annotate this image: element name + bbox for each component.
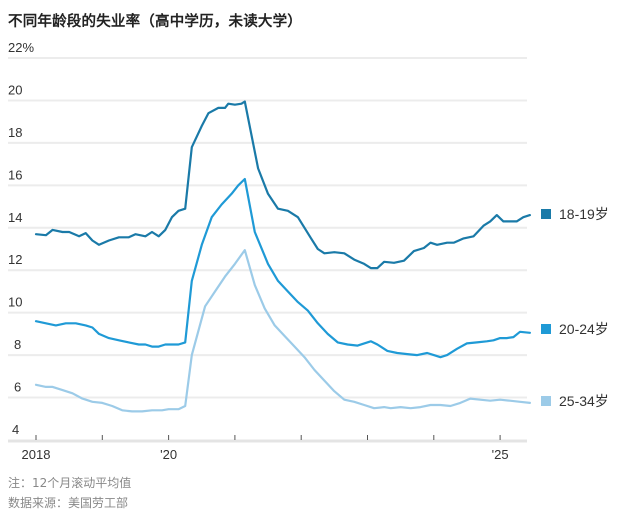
- y-tick-label: 16: [8, 167, 22, 182]
- chart-title: 不同年龄段的失业率（高中学历，未读大学）: [8, 14, 302, 30]
- note-rolling-average: 注：12个月滚动平均值: [8, 476, 132, 490]
- note-source: 数据来源：美国劳工部: [8, 496, 129, 510]
- y-gridlines: [8, 57, 527, 399]
- y-tick-label: 22%: [8, 40, 34, 55]
- y-tick-label: 12: [8, 252, 22, 267]
- series-line-18-19岁: [34, 100, 532, 270]
- y-axis-labels: 4 6 8 10 12 14 16 18 20 22%: [8, 40, 34, 437]
- legend-label-20-24: 20-24岁: [559, 321, 609, 337]
- x-tick-label: '20: [160, 447, 177, 462]
- series-lines: [34, 100, 532, 413]
- series-line-20-24岁: [34, 177, 532, 359]
- legend-label-18-19: 18-19岁: [559, 206, 609, 222]
- x-tick-label: '25: [492, 447, 509, 462]
- y-tick-label: 14: [8, 210, 22, 225]
- legend-item-20-24: 20-24岁: [541, 319, 609, 339]
- y-tick-label: 18: [8, 125, 22, 140]
- legend-swatch-25-34: [541, 396, 551, 406]
- y-tick-label: 6: [14, 380, 21, 395]
- y-tick-label: 20: [8, 82, 22, 97]
- x-tick-label: 2018: [22, 447, 51, 462]
- x-axis: 2018 '20 '25: [8, 435, 527, 462]
- series-line-25-34岁: [34, 249, 532, 413]
- legend-swatch-18-19: [541, 209, 551, 219]
- legend-swatch-20-24: [541, 324, 551, 334]
- y-tick-label: 8: [14, 337, 21, 352]
- legend-label-25-34: 25-34岁: [559, 393, 609, 409]
- y-tick-label: 4: [12, 422, 19, 437]
- legend-item-18-19: 18-19岁: [541, 204, 609, 224]
- y-tick-label: 10: [8, 295, 22, 310]
- legend-item-25-34: 25-34岁: [541, 391, 609, 411]
